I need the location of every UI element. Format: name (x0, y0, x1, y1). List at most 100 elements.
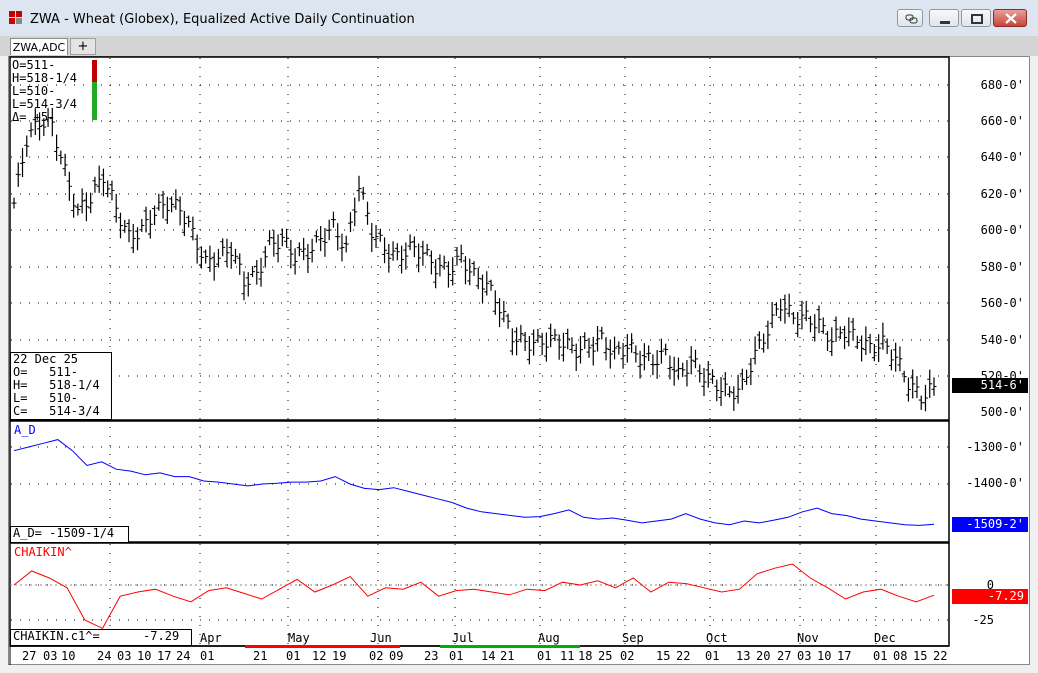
price-bar (49, 107, 55, 137)
price-bar (88, 192, 94, 214)
maximize-button[interactable] (961, 9, 991, 27)
chaikin-line (13, 563, 935, 630)
price-bar (535, 328, 541, 343)
price-bar (910, 369, 916, 399)
price-bar (846, 317, 852, 347)
ad-last-value-box: -1509-2' (952, 517, 1028, 532)
price-bar (744, 369, 750, 385)
price-bar (914, 376, 920, 398)
price-axis-label: 660-0' (980, 114, 1024, 128)
bar-range-indicator-up (92, 60, 97, 82)
x-axis-day-label: 03 (797, 649, 812, 663)
price-bar (54, 134, 60, 161)
price-bar (727, 386, 733, 398)
x-axis-day-label: 10 (137, 649, 152, 663)
price-bar (407, 234, 413, 251)
price-bar (637, 350, 643, 379)
x-axis-day-label: 21 (500, 649, 515, 663)
price-axis-label: 600-0' (980, 223, 1024, 237)
chart-frame[interactable] (8, 56, 1030, 665)
tab-zwa-adc[interactable]: ZWA,ADC (10, 38, 68, 55)
price-bar (599, 326, 605, 340)
price-bar (75, 203, 81, 216)
price-bar (109, 180, 115, 201)
bar-range-indicator-down (92, 82, 97, 120)
price-bar (918, 395, 924, 410)
x-axis-day-label: 01 (286, 649, 301, 663)
price-bar (24, 135, 30, 157)
x-axis-day-label: 14 (481, 649, 496, 663)
price-bar (641, 343, 647, 371)
price-bar (301, 237, 307, 261)
price-bar (147, 210, 153, 239)
price-bar (390, 241, 396, 261)
x-axis-day-label: 01 (200, 649, 215, 663)
ad-line (13, 439, 935, 526)
price-bar (833, 316, 839, 342)
price-bar (539, 332, 545, 356)
price-bar (458, 244, 464, 263)
price-bar (365, 201, 371, 225)
price-bar (518, 324, 524, 343)
price-bar (658, 338, 664, 364)
price-bar (100, 168, 106, 197)
price-bar (450, 257, 456, 286)
price-bar (484, 271, 490, 296)
price-bar (79, 188, 85, 214)
price-bar (454, 246, 460, 266)
price-bar (688, 346, 694, 375)
x-axis-day-label: 10 (61, 649, 76, 663)
price-bar (697, 364, 703, 383)
price-bar (309, 238, 315, 263)
price-bar (160, 190, 166, 219)
close-button[interactable] (993, 9, 1027, 27)
price-bar (399, 245, 405, 274)
price-bar (271, 229, 277, 257)
price-bar (569, 337, 575, 354)
price-bar (497, 298, 503, 328)
price-bar (850, 318, 856, 341)
price-bar (424, 243, 430, 256)
price-bar (718, 377, 724, 407)
minimize-button[interactable] (929, 9, 959, 27)
price-bar (663, 343, 669, 356)
price-bar (684, 360, 690, 387)
x-axis-month-label: Aug (538, 631, 560, 645)
chaikin-axis-label-0: 0 (986, 578, 994, 592)
price-bar (752, 336, 758, 365)
price-bar (403, 242, 409, 270)
price-bar (203, 249, 209, 264)
price-bar (284, 228, 290, 248)
price-bar (313, 230, 319, 243)
x-axis-day-label: 10 (817, 649, 832, 663)
price-bar (462, 256, 468, 285)
price-bar (58, 150, 64, 165)
price-bar (241, 271, 247, 301)
price-bar (66, 171, 72, 201)
bar-high: H= 518-1/4 (13, 378, 100, 392)
price-bar (633, 345, 639, 363)
price-bar (377, 228, 383, 242)
price-bar (156, 193, 162, 211)
price-bar (83, 192, 89, 222)
bar-low: L= 510- (13, 391, 79, 405)
x-axis-month-label: Oct (706, 631, 728, 645)
price-bar (876, 334, 882, 363)
chaikin-title: CHAIKIN^ (14, 545, 72, 559)
price-bar (373, 225, 379, 248)
link-button[interactable] (897, 9, 923, 27)
price-bar (279, 228, 285, 247)
price-bar (650, 354, 656, 376)
price-bar (169, 196, 175, 213)
price-bar (782, 294, 788, 324)
price-bar (786, 293, 792, 318)
price-bar (207, 245, 213, 272)
price-bar (45, 108, 51, 127)
price-bar (181, 211, 187, 237)
price-bar (20, 148, 26, 178)
add-tab-button[interactable]: + (70, 38, 96, 55)
price-bar (795, 311, 801, 338)
price-bar (867, 333, 873, 354)
x-axis-day-label: 03 (43, 649, 58, 663)
